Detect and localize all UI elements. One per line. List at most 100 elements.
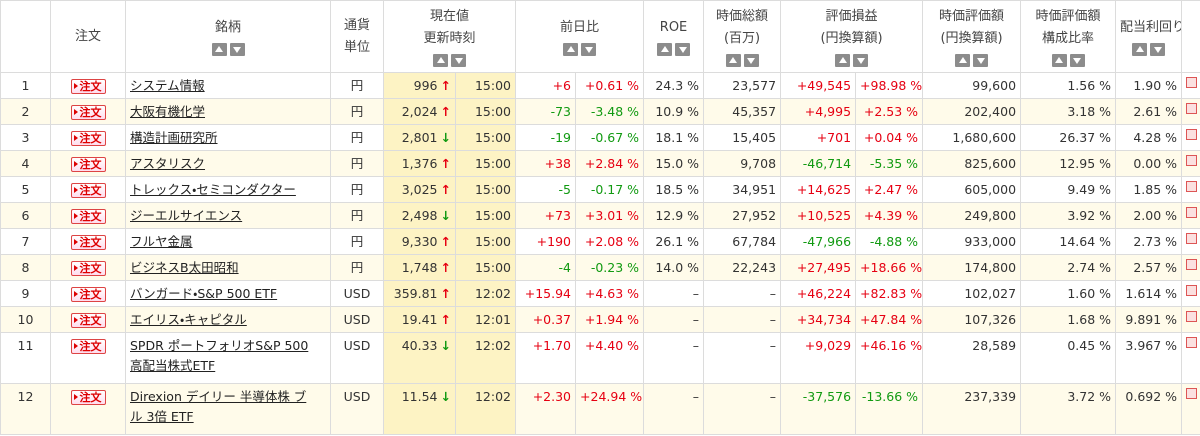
- stock-name[interactable]: フルヤ金属: [130, 234, 193, 249]
- ratio: 3.72 %: [1067, 389, 1112, 404]
- pnl: +4,995: [804, 104, 852, 119]
- currency: 円: [350, 130, 364, 145]
- roe-cell: –: [643, 306, 705, 333]
- pnl: +10,525: [796, 208, 852, 223]
- order-button[interactable]: 注文: [70, 157, 106, 172]
- action-icon[interactable]: [1185, 233, 1197, 244]
- action-icon[interactable]: [1185, 388, 1197, 399]
- sort-desc[interactable]: [229, 43, 245, 56]
- action-icon[interactable]: [1185, 181, 1197, 192]
- ratio: 12.95 %: [1059, 156, 1112, 171]
- change-pct: -3.48 %: [590, 104, 640, 119]
- sort-asc[interactable]: [433, 54, 448, 67]
- sort-asc[interactable]: [563, 43, 579, 56]
- stock-name[interactable]: エイリス・キャピタル: [130, 312, 247, 327]
- stock-name[interactable]: ビジネスB太田昭和: [130, 260, 239, 275]
- order-cell: 注文: [50, 150, 126, 177]
- action-icon[interactable]: [1185, 103, 1197, 114]
- sort-asc[interactable]: [955, 54, 971, 67]
- change: -19: [550, 130, 572, 145]
- value-cell: 28,589: [922, 332, 1022, 384]
- roe-cell: 24.3 %: [643, 72, 705, 99]
- roe: 24.3 %: [655, 78, 700, 93]
- stock-name[interactable]: SPDR ポートフォリオS&P 500 高配当株式ETF: [130, 338, 309, 373]
- sort-asc[interactable]: [835, 54, 851, 67]
- order-button[interactable]: 注文: [70, 339, 106, 354]
- action-cell: [1181, 176, 1200, 203]
- header-label: 時価評価額: [1035, 9, 1101, 24]
- sort-asc[interactable]: [1132, 43, 1148, 56]
- pnl-cell: +46,224: [780, 280, 857, 307]
- mcap: –: [769, 338, 777, 353]
- pnl-cell: -47,966: [780, 228, 857, 255]
- order-button[interactable]: 注文: [70, 313, 106, 328]
- header-row: 注文 銘柄 通貨 単位 現在値 更新時刻 前日比 ROE 時価総額 (百万) 評価損益 (円換算額) 時…: [0, 0, 1200, 73]
- pnl-pct: +46.16 %: [860, 338, 923, 353]
- action-icon[interactable]: [1185, 77, 1197, 88]
- time-cell: 15:00: [454, 72, 517, 99]
- action-icon[interactable]: [1185, 207, 1197, 218]
- stock-name[interactable]: Direxion デイリー 半導体株 ブ ル 3倍 ETF: [130, 389, 307, 424]
- action-cell: [1181, 383, 1200, 435]
- order-button[interactable]: 注文: [70, 79, 106, 94]
- yield: 9.891 %: [1125, 312, 1178, 327]
- pnl-pct-cell: -4.88 %: [855, 228, 924, 255]
- no: 5: [21, 182, 30, 197]
- stock-name[interactable]: システム情報: [130, 78, 205, 93]
- sort-desc[interactable]: [973, 54, 989, 67]
- change-cell: -4: [515, 254, 577, 281]
- yield: 4.28 %: [1133, 130, 1178, 145]
- stock-name[interactable]: ジーエルサイエンス: [130, 208, 243, 223]
- order-button[interactable]: 注文: [70, 287, 106, 302]
- order-button[interactable]: 注文: [70, 235, 106, 250]
- stock-name[interactable]: トレックス・セミコンダクター: [130, 182, 296, 197]
- price-cell: 2,498 ↓: [383, 202, 456, 229]
- sort-desc[interactable]: [675, 43, 691, 56]
- time-cell: 12:01: [454, 306, 517, 333]
- price-cell: 40.33 ↓: [383, 332, 456, 384]
- order-button[interactable]: 注文: [70, 390, 106, 405]
- change-pct: +4.40 %: [584, 338, 640, 353]
- change-pct-cell: -0.17 %: [575, 176, 645, 203]
- mcap: 45,357: [732, 104, 777, 119]
- trend-arrow: ↑: [440, 104, 451, 119]
- action-icon[interactable]: [1185, 155, 1197, 166]
- mcap: 22,243: [732, 260, 777, 275]
- stock-name[interactable]: バンガード・S&P 500 ETF: [130, 286, 278, 301]
- sort-desc[interactable]: [1069, 54, 1085, 67]
- sort-desc[interactable]: [1150, 43, 1166, 56]
- sort-asc[interactable]: [657, 43, 673, 56]
- action-icon[interactable]: [1185, 129, 1197, 140]
- ratio-cell: 14.64 %: [1020, 228, 1117, 255]
- sort-desc[interactable]: [581, 43, 597, 56]
- sort-asc[interactable]: [211, 43, 227, 56]
- action-icon[interactable]: [1185, 259, 1197, 270]
- currency-cell: 円: [330, 202, 384, 229]
- no-cell: 7: [0, 228, 51, 255]
- value-cell: 249,800: [922, 202, 1022, 229]
- action-icon[interactable]: [1185, 337, 1197, 348]
- stock-name[interactable]: 構造計画研究所: [130, 130, 218, 145]
- table-row: 5 注文 トレックス・セミコンダクター 円 3,025 ↑ 15:00 -5 -0.17 % 18…: [0, 176, 1200, 203]
- sort-asc[interactable]: [725, 54, 741, 67]
- stock-name[interactable]: 大阪有機化学: [130, 104, 206, 119]
- mcap-cell: 67,784: [703, 228, 782, 255]
- change: +190: [536, 234, 572, 249]
- no: 3: [21, 130, 30, 145]
- sort-desc[interactable]: [743, 54, 759, 67]
- action-icon[interactable]: [1185, 311, 1197, 322]
- order-button[interactable]: 注文: [70, 131, 106, 146]
- sort-desc[interactable]: [853, 54, 869, 67]
- action-icon[interactable]: [1185, 285, 1197, 296]
- order-button[interactable]: 注文: [70, 261, 106, 276]
- order-button[interactable]: 注文: [70, 209, 106, 224]
- trend-arrow: ↓: [440, 130, 451, 145]
- sort-asc[interactable]: [1051, 54, 1067, 67]
- change: +1.70: [532, 338, 572, 353]
- ratio-cell: 1.60 %: [1020, 280, 1117, 307]
- stock-name[interactable]: アスタリスク: [130, 156, 206, 171]
- action-cell: [1181, 202, 1200, 229]
- sort-desc[interactable]: [451, 54, 466, 67]
- order-button[interactable]: 注文: [70, 105, 106, 120]
- order-button[interactable]: 注文: [70, 183, 106, 198]
